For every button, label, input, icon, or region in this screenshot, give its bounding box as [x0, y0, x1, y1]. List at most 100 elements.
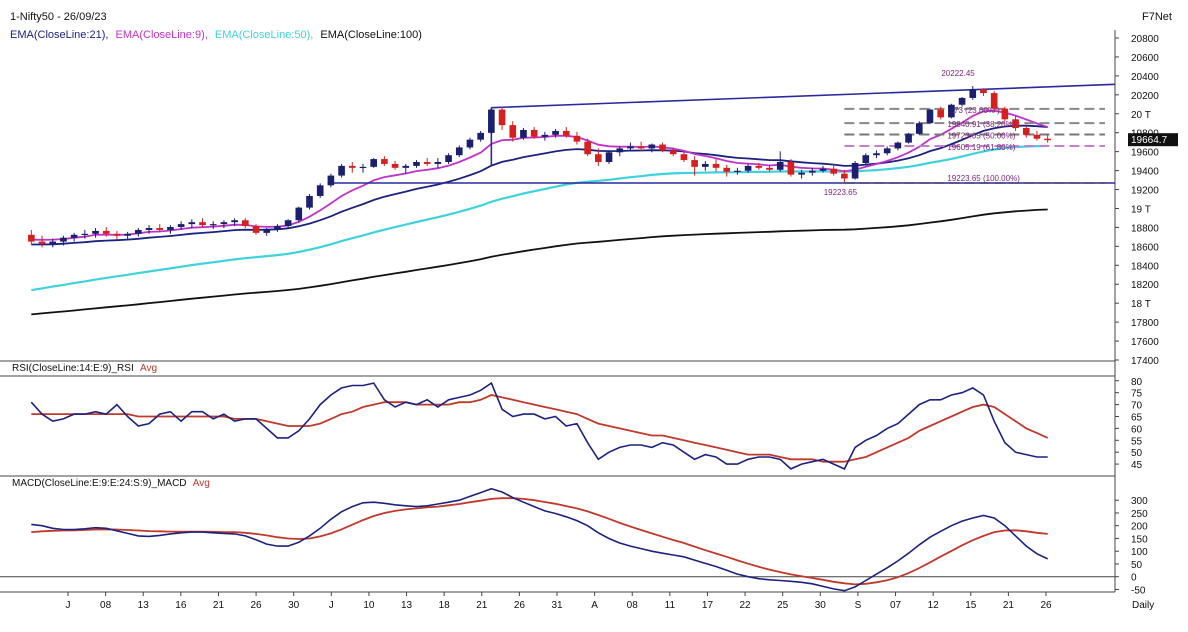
candle-body — [669, 150, 677, 155]
candle-body — [830, 168, 838, 174]
x-tick-label: 21 — [213, 600, 225, 611]
x-tick-label: A — [591, 600, 598, 611]
ema50-line — [31, 144, 1048, 292]
candle-body — [616, 148, 624, 153]
price-annotations: 20222.45 19223.65 ...73 (23.60% ) 19840.… — [824, 69, 1021, 197]
fib-61-annotation: 19605.19 (61.80%) — [947, 143, 1015, 152]
candle-body — [915, 123, 923, 134]
rsi-legend: RSI(CloseLine:14:E:9)_RSI Avg — [12, 363, 157, 374]
ema21-legend: EMA(CloseLine:21), — [10, 29, 108, 41]
candle-body — [712, 163, 720, 168]
candle-body — [466, 139, 474, 148]
candle-body — [498, 109, 506, 126]
macd-tick-label: 150 — [1131, 534, 1148, 545]
candle-body — [562, 130, 570, 136]
rsi-avg-label: Avg — [140, 363, 157, 374]
price-tick-label: 20600 — [1131, 53, 1159, 64]
candle-body — [445, 155, 452, 162]
x-tick-label: 15 — [965, 600, 977, 611]
ema9-legend: EMA(CloseLine:9), — [116, 29, 208, 41]
ema100-legend: EMA(CloseLine:100) — [320, 29, 422, 41]
candle-body — [370, 159, 377, 167]
x-tick-label: 16 — [175, 600, 187, 611]
candle-body — [477, 132, 484, 140]
rsi-tick-label: 50 — [1131, 448, 1143, 459]
candle-body — [755, 165, 763, 168]
candle-body — [648, 144, 656, 149]
candle-body — [38, 241, 46, 244]
price-tick-label: 17600 — [1131, 337, 1159, 348]
macd-title: MACD(CloseLine:E:9:E:24:S:9)_MACD — [12, 478, 187, 489]
candle-body — [348, 165, 356, 168]
macd-tick-label: 200 — [1131, 522, 1148, 533]
candle-body — [252, 226, 260, 233]
candle-body — [188, 222, 196, 225]
candle-body — [990, 93, 998, 109]
candle-body — [423, 162, 431, 164]
candle-body — [167, 227, 174, 230]
candle-body — [948, 104, 955, 118]
candle-body — [113, 233, 121, 236]
ema9-line — [31, 109, 1048, 241]
candle-body — [509, 125, 517, 138]
candle-body — [263, 228, 271, 233]
macd-avg-label: Avg — [193, 478, 210, 489]
x-tick-label: 18 — [439, 600, 451, 611]
macd-lines — [0, 487, 1115, 592]
candle-body — [49, 241, 57, 244]
x-tick-label: 26 — [251, 600, 263, 611]
x-tick-label: 30 — [815, 600, 827, 611]
candle-body — [81, 233, 89, 236]
price-tick-label: 19600 — [1131, 148, 1159, 159]
candle-body — [659, 144, 666, 151]
candle-body — [124, 233, 131, 236]
candle-body — [798, 172, 805, 175]
candle-body — [883, 148, 891, 154]
candle-body — [306, 195, 313, 208]
candle-body — [958, 97, 966, 105]
price-tick-label: 20200 — [1131, 91, 1159, 102]
rsi-tick-label: 60 — [1131, 424, 1143, 435]
price-tick-label: 19 T — [1131, 204, 1151, 215]
candle-body — [241, 220, 249, 227]
candle-body — [605, 152, 613, 162]
candle-body — [862, 155, 870, 163]
price-tick-label: 18800 — [1131, 223, 1159, 234]
candle-body — [969, 89, 977, 98]
candle-body — [841, 173, 848, 179]
candle-body — [819, 168, 827, 171]
candle-body — [92, 230, 99, 234]
candle-body — [744, 165, 752, 171]
x-tick-label: 22 — [740, 600, 752, 611]
macd-avg-line — [31, 497, 1048, 586]
low-annotation: 19223.65 — [824, 188, 858, 197]
candles — [28, 86, 1051, 248]
candle-body — [723, 167, 731, 172]
fib-23-annotation: ...73 (23.60% ) — [947, 106, 1000, 115]
candle-body — [1033, 134, 1041, 139]
price-tick-label: 19200 — [1131, 186, 1159, 197]
macd-tick-label: -50 — [1131, 585, 1146, 596]
candle-body — [177, 224, 185, 228]
price-tick-label: 18600 — [1131, 242, 1159, 253]
candle-body — [734, 170, 741, 172]
macd-tick-label: 300 — [1131, 496, 1148, 507]
candle-body — [787, 162, 795, 175]
x-tick-label: 26 — [514, 600, 526, 611]
candle-body — [937, 109, 944, 118]
last-price-marker: 19664.7 — [1128, 133, 1178, 147]
candle-body — [381, 159, 388, 164]
candle-body — [637, 146, 645, 149]
x-tick-label: 21 — [1003, 600, 1015, 611]
price-tick-label: 18400 — [1131, 261, 1159, 272]
candle-body — [520, 129, 527, 138]
rsi-avg-line — [31, 394, 1049, 463]
chart-title: 1-Nifty50 - 26/09/23 — [10, 11, 107, 23]
candle-body — [28, 234, 35, 242]
ema-legend: EMA(CloseLine:21), EMA(CloseLine:9), EMA… — [10, 29, 422, 41]
candle-body — [766, 167, 773, 170]
candle-body — [327, 175, 335, 186]
candle-body — [402, 165, 410, 168]
candle-body — [70, 234, 78, 238]
